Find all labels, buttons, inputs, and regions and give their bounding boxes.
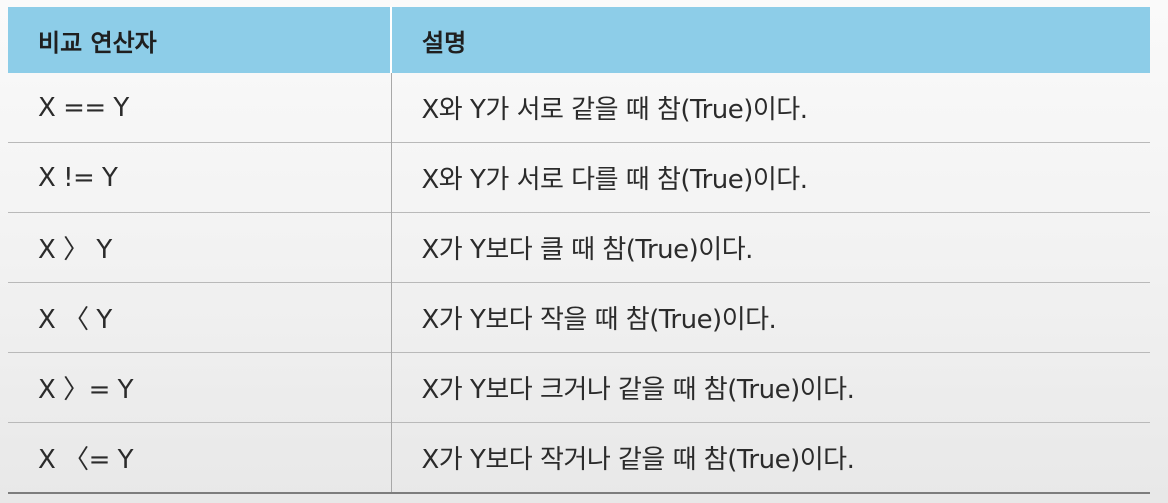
header-description: 설명 [391,7,1150,73]
description-cell: X와 Y가 서로 같을 때 참(True)이다. [421,95,809,125]
operator-cell: X 〉= Y [8,352,392,423]
comparison-operators-table: 비교 연산자 설명 X == Y X와 Y가 서로 같을 때 참(True)이다… [8,7,1150,494]
table-row: X 〈 Y X가 Y보다 작을 때 참(True)이다. [8,282,1150,353]
description-cell: X가 Y보다 클 때 참(True)이다. [391,212,1150,283]
operator-cell: X 〉 Y [8,212,392,283]
description-cell: X와 Y가 서로 다를 때 참(True)이다. [391,142,1150,213]
description-cell: X가 Y보다 작을 때 참(True)이다. [391,282,1150,353]
description-cell: X가 Y보다 크거나 같을 때 참(True)이다. [391,352,1150,423]
table-row: X != Y X와 Y가 서로 다를 때 참(True)이다. [8,142,1150,213]
description-cell: X가 Y보다 작거나 같을 때 참(True)이다. [391,422,1150,493]
operator-cell: X 〈= Y [8,422,392,493]
header-operator: 비교 연산자 [8,7,392,73]
table-row: X 〈= Y X가 Y보다 작거나 같을 때 참(True)이다. [8,422,1150,493]
operator-cell: X == Y [8,73,392,143]
operator-cell: X != Y [8,142,392,213]
table-header-row: 비교 연산자 설명 [8,7,1150,73]
table-row: X == Y X와 Y가 서로 같을 때 참(True)이다. [8,73,1150,143]
operator-cell: X 〈 Y [8,282,392,353]
table-row: X 〉 Y X가 Y보다 클 때 참(True)이다. [8,212,1150,283]
table-row: X 〉= Y X가 Y보다 크거나 같을 때 참(True)이다. [8,352,1150,423]
